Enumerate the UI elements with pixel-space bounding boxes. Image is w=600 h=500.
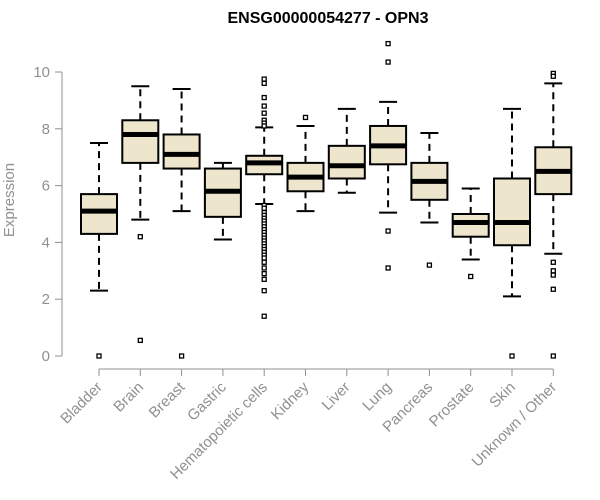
outlier-point	[550, 353, 556, 359]
outlier-point	[261, 123, 267, 129]
outlier-point	[137, 337, 143, 344]
x-tick-label: Liver	[319, 379, 354, 414]
box-group	[162, 88, 201, 359]
y-tick-label: 0	[42, 348, 50, 365]
outlier-point	[261, 110, 267, 116]
outlier-point	[550, 272, 556, 278]
outlier-point	[550, 73, 556, 79]
outlier-point	[261, 255, 267, 261]
box-iqr	[80, 193, 118, 235]
outlier-point	[261, 103, 267, 109]
y-axis: 0 2 4 6 8 10	[33, 64, 63, 365]
outlier-point	[261, 288, 267, 294]
outlier-point	[385, 59, 391, 65]
box-iqr	[121, 119, 160, 164]
outlier-point	[550, 259, 556, 265]
outlier-point	[468, 273, 474, 280]
outlier-point	[261, 76, 267, 82]
outlier-point	[261, 94, 267, 101]
box-iqr	[327, 144, 366, 180]
box-group	[493, 107, 531, 359]
x-tick-label: Prostate	[426, 379, 478, 431]
outlier-point	[302, 114, 309, 121]
x-tick-label: Lung	[359, 379, 395, 415]
box-group	[286, 114, 325, 213]
chart-title: ENSG00000054277 - OPN3	[227, 10, 428, 27]
outlier-point	[261, 80, 267, 87]
box-group	[203, 161, 242, 241]
box-group	[245, 76, 284, 319]
box-group	[80, 142, 118, 359]
x-tick-label: Brain	[110, 379, 147, 416]
outlier-point	[550, 286, 556, 292]
y-axis-label: Expression	[1, 163, 18, 237]
y-tick-label: 6	[42, 178, 50, 195]
box-group	[369, 40, 408, 271]
box-group	[534, 70, 573, 359]
box-iqr	[493, 177, 531, 247]
outlier-point	[550, 268, 556, 274]
outlier-point	[178, 353, 185, 359]
y-tick-label: 10	[33, 64, 50, 81]
outlier-point	[96, 353, 102, 359]
box-group	[410, 132, 449, 268]
x-tick-label: Bladder	[57, 379, 106, 428]
outlier-point	[385, 265, 391, 271]
outlier-point	[509, 353, 515, 359]
outlier-point	[261, 205, 267, 211]
outlier-point	[261, 265, 267, 271]
outlier-point	[137, 234, 143, 240]
outlier-point	[385, 40, 391, 47]
y-tick-label: 4	[42, 234, 50, 251]
y-tick-label: 8	[42, 121, 50, 138]
outlier-point	[261, 259, 267, 265]
box-group	[327, 107, 366, 194]
x-tick-label: Breast	[146, 378, 189, 421]
outlier-point	[261, 276, 267, 282]
outlier-point	[385, 228, 391, 234]
box-group	[121, 85, 160, 344]
box-series	[80, 40, 573, 359]
y-tick-label: 2	[42, 291, 50, 308]
box-iqr	[162, 133, 201, 170]
outlier-point	[261, 313, 267, 319]
outlier-point	[261, 270, 267, 277]
x-tick-label: Skin	[486, 379, 519, 412]
box-group	[451, 187, 490, 280]
outlier-point	[426, 262, 433, 268]
x-tick-label: Kidney	[268, 378, 313, 423]
box-iqr	[451, 213, 490, 238]
